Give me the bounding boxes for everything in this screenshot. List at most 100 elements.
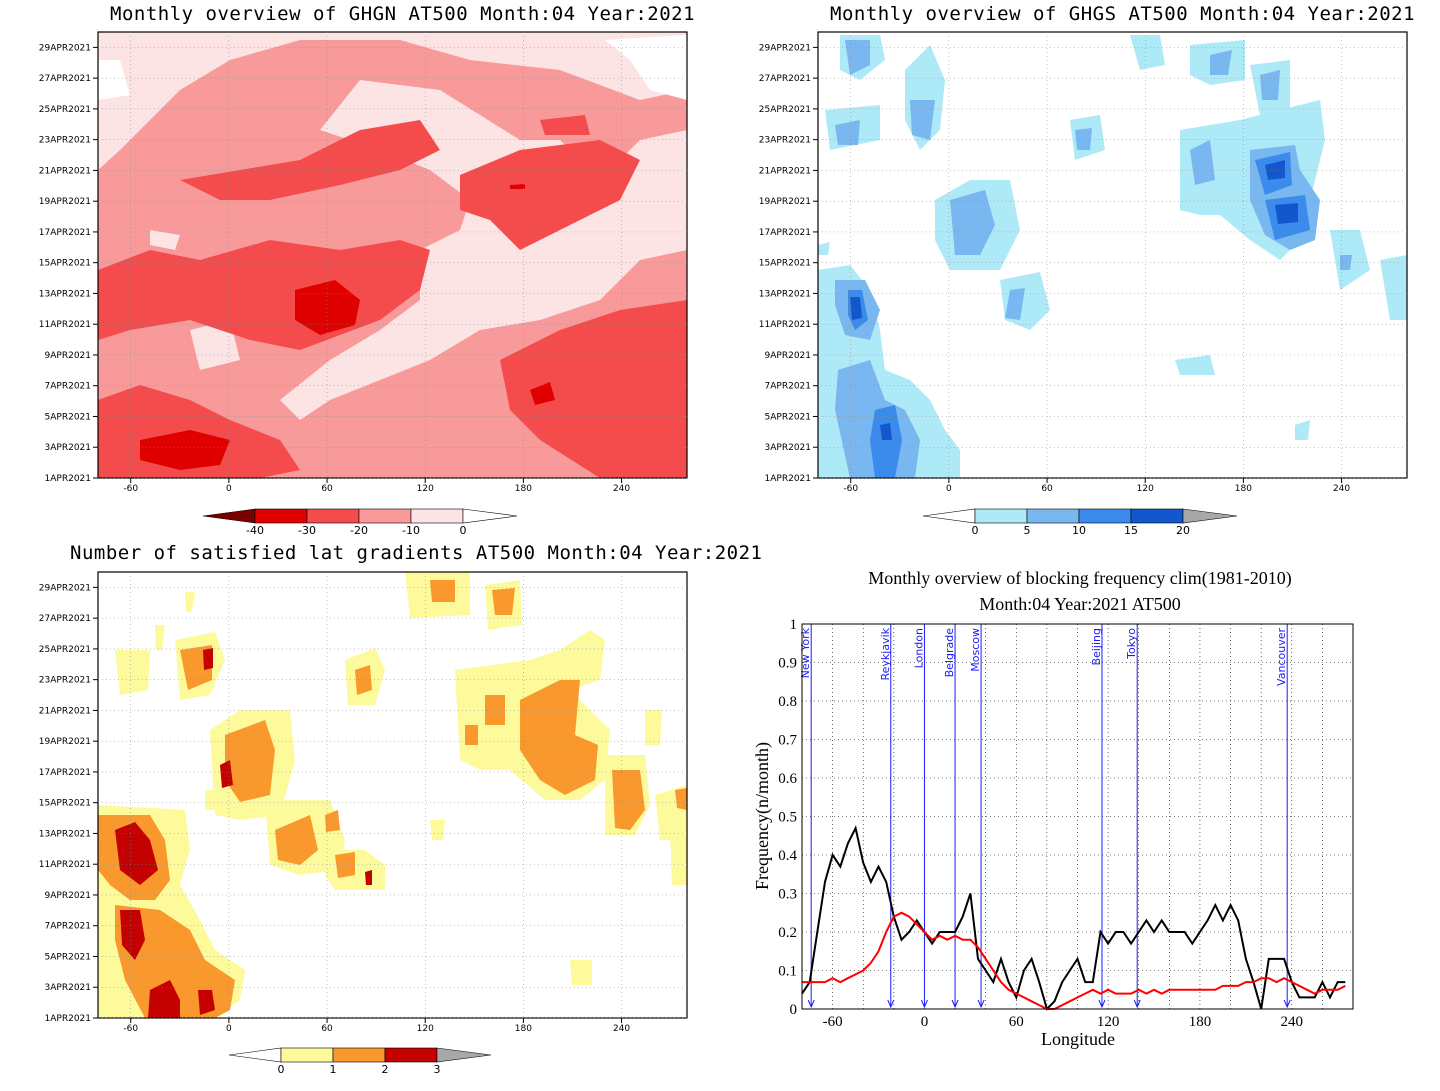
lat-date-label: 19APR2021 (39, 737, 91, 747)
city-arrow (951, 999, 959, 1009)
lat-date-label: 29APR2021 (39, 583, 91, 593)
lat-cb-tick: 0 (278, 1063, 285, 1076)
ghgs-date-label: 3APR2021 (765, 443, 811, 453)
ghgs-colorbar: 0 5 10 15 20 (922, 508, 1238, 537)
blocking-ytick-label: 0.6 (778, 771, 797, 787)
lat-date-axis: 29APR2021 27APR2021 25APR2021 23APR2021 21AP… (39, 583, 98, 1024)
city-label: Belgrade (943, 628, 956, 678)
blocking-ytick-label: 0.5 (778, 810, 797, 826)
lat-contour-field (98, 572, 687, 1018)
lat-lon-axis: -60 0 60 120 180 240 (123, 1018, 630, 1034)
blocking-xtick-label: -60 (823, 1014, 843, 1030)
ghgn-date-label: 1APR2021 (45, 474, 91, 484)
blocking-ytick-label: 0.2 (778, 925, 797, 941)
blocking-observed-line (801, 825, 1346, 1011)
city-label: Beijing (1090, 628, 1103, 665)
lat-lon-label: 0 (226, 1024, 232, 1034)
ghgn-title: Monthly overview of GHGN AT500 Month:04 … (110, 3, 696, 25)
blocking-ytick-label: 0 (790, 1002, 798, 1018)
city-arrow (977, 999, 985, 1009)
ghgn-date-axis: 29APR2021 27APR2021 25APR2021 23APR2021 21AP… (39, 43, 98, 484)
ghgn-date-label: 3APR2021 (45, 443, 91, 453)
lat-date-label: 27APR2021 (39, 614, 91, 624)
ghgs-lon-label: -60 (843, 484, 858, 494)
ghgs-chart: 29APR2021 27APR2021 25APR2021 23APR2021 21AP… (759, 31, 1408, 537)
ghgs-contour-field (818, 32, 1407, 478)
ghgn-date-label: 29APR2021 (39, 43, 91, 53)
ghgn-date-label: 27APR2021 (39, 74, 91, 84)
lat-date-label: 13APR2021 (39, 829, 91, 839)
lat-date-label: 11APR2021 (39, 860, 91, 870)
ghgn-cb-tick: -40 (246, 524, 264, 537)
blocking-title: Monthly overview of blocking frequency c… (868, 568, 1292, 588)
ghgs-date-label: 11APR2021 (759, 320, 811, 330)
ghgs-date-label: 25APR2021 (759, 105, 811, 115)
lat-title: Number of satisfied lat gradients AT500 … (70, 542, 763, 564)
city-label: Vancouver (1275, 628, 1288, 686)
lat-date-label: 25APR2021 (39, 645, 91, 655)
city-arrow (887, 999, 895, 1009)
ghgs-date-label: 29APR2021 (759, 43, 811, 53)
lat-date-label: 5APR2021 (45, 952, 91, 962)
ghgn-date-label: 21APR2021 (39, 166, 91, 176)
blocking-y-axis: 0 0.1 0.2 0.3 0.4 0.5 0.6 0.7 0.8 0.9 1 (778, 617, 797, 1018)
blocking-xtick-label: 0 (921, 1014, 929, 1030)
ghgs-date-label: 21APR2021 (759, 166, 811, 176)
blocking-xtick-label: 60 (1009, 1014, 1024, 1030)
blocking-ytick-label: 0.4 (778, 848, 797, 864)
ghgs-cb-tick: 10 (1072, 524, 1086, 537)
ghgn-date-label: 19APR2021 (39, 197, 91, 207)
ghgs-date-label: 17APR2021 (759, 228, 811, 238)
lat-lon-label: 240 (613, 1024, 630, 1034)
lat-date-label: 17APR2021 (39, 768, 91, 778)
ghgs-lon-label: 0 (946, 484, 952, 494)
lat-cb-tick: 2 (382, 1063, 389, 1076)
lat-lon-label: -60 (123, 1024, 138, 1034)
ghgs-lon-label: 240 (1333, 484, 1350, 494)
city-label: New York (799, 627, 812, 678)
city-label: Moscow (969, 628, 982, 672)
lat-date-label: 21APR2021 (39, 706, 91, 716)
ghgs-date-label: 5APR2021 (765, 412, 811, 422)
blocking-x-axis: -60 0 60 120 180 240 (823, 1014, 1303, 1030)
city-arrow (1098, 999, 1106, 1009)
city-label: London (912, 628, 925, 668)
ghgs-cb-tick: 0 (972, 524, 979, 537)
ghgs-cb-tick: 5 (1024, 524, 1031, 537)
ghgs-title: Monthly overview of GHGS AT500 Month:04 … (830, 3, 1416, 25)
blocking-gridlines (801, 623, 1354, 1010)
blocking-xlabel: Longitude (1041, 1029, 1115, 1049)
ghgn-contour-field (98, 32, 687, 478)
ghgn-cb-tick: -20 (350, 524, 368, 537)
lat-date-label: 15APR2021 (39, 799, 91, 809)
blocking-subtitle: Month:04 Year:2021 AT500 (979, 594, 1181, 614)
ghgn-lon-label: 180 (515, 484, 532, 494)
ghgn-date-label: 25APR2021 (39, 105, 91, 115)
blocking-climatology-line (802, 911, 1346, 1010)
lat-date-label: 1APR2021 (45, 1014, 91, 1024)
city-arrow (920, 999, 928, 1009)
ghgs-lon-label: 60 (1041, 484, 1053, 494)
ghgs-date-label: 23APR2021 (759, 136, 811, 146)
ghgn-cb-tick: -30 (298, 524, 316, 537)
ghgs-date-label: 1APR2021 (765, 474, 811, 484)
ghgs-date-axis: 29APR2021 27APR2021 25APR2021 23APR2021 21AP… (759, 43, 818, 484)
ghgs-date-label: 7APR2021 (765, 382, 811, 392)
ghgs-date-label: 15APR2021 (759, 259, 811, 269)
ghgs-lon-axis: -60 0 60 120 180 240 (843, 478, 1350, 494)
lat-lon-label: 180 (515, 1024, 532, 1034)
blocking-chart: New York Reykjavik London Belgrade Moscow Bei… (752, 617, 1354, 1049)
ghgs-date-label: 19APR2021 (759, 197, 811, 207)
blocking-ylabel: Frequency(n/month) (752, 742, 773, 890)
ghgn-date-label: 23APR2021 (39, 136, 91, 146)
ghgn-lon-label: 0 (226, 484, 232, 494)
city-label: Reykjavik (879, 627, 892, 680)
blocking-ytick-label: 0.7 (778, 733, 797, 749)
lat-date-label: 7APR2021 (45, 922, 91, 932)
lat-lon-label: 60 (321, 1024, 333, 1034)
blocking-ytick-label: 0.1 (778, 964, 797, 980)
ghgs-cb-tick: 20 (1176, 524, 1190, 537)
city-arrow (807, 999, 815, 1009)
ghgn-lon-label: 240 (613, 484, 630, 494)
lat-date-label: 23APR2021 (39, 676, 91, 686)
